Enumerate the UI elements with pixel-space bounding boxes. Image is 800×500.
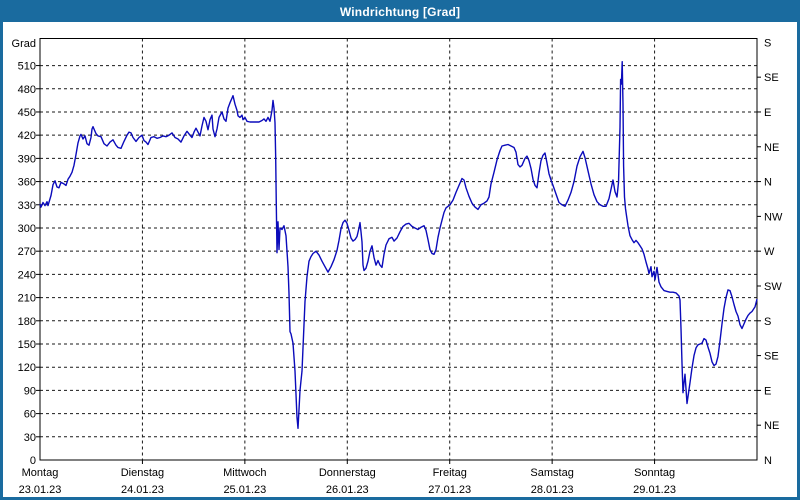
date-label: 29.01.23: [633, 484, 676, 496]
y-tick-label: 450: [18, 107, 36, 119]
weekday-label: Montag: [22, 467, 59, 479]
date-label: 23.01.23: [19, 484, 62, 496]
y-axis-unit-label: Grad: [12, 38, 36, 50]
axis-ticks: [36, 65, 761, 464]
date-label: 25.01.23: [223, 484, 266, 496]
weekday-label: Mittwoch: [223, 467, 266, 479]
y-tick-label: 300: [18, 223, 36, 235]
compass-label: NE: [764, 420, 779, 432]
compass-label: E: [764, 107, 771, 119]
compass-label: E: [764, 385, 771, 397]
weekday-label: Samstag: [530, 467, 573, 479]
date-label: 24.01.23: [121, 484, 164, 496]
right-axis-labels: N NE E SE S SW W NW N NE E SE S: [764, 37, 783, 467]
compass-label: N: [764, 177, 772, 189]
y-tick-label: 240: [18, 269, 36, 281]
weekday-label: Donnerstag: [319, 467, 376, 479]
y-tick-label: 360: [18, 177, 36, 189]
y-tick-label: 330: [18, 200, 36, 212]
compass-label: NE: [764, 142, 779, 154]
y-tick-label: 60: [24, 409, 36, 421]
wind-direction-chart: 0 30 60 90 120 150 180 210 240 270 300 330 360 390 420…: [12, 37, 783, 496]
y-tick-label: 390: [18, 153, 36, 165]
chart-area: 0 30 60 90 120 150 180 210 240 270 300 330 360 390 420…: [3, 22, 797, 497]
window-titlebar: Windrichtung [Grad]: [3, 3, 797, 22]
date-label: 27.01.23: [428, 484, 471, 496]
y-tick-label: 90: [24, 385, 36, 397]
date-label: 28.01.23: [531, 484, 574, 496]
window-title: Windrichtung [Grad]: [339, 5, 461, 19]
y-tick-label: 510: [18, 61, 36, 73]
y-tick-label: 120: [18, 362, 36, 374]
weekday-label: Freitag: [433, 467, 467, 479]
x-axis-labels: Montag 23.01.23 Dienstag 24.01.23 Mittwoch 25…: [19, 467, 676, 496]
y-tick-label: 420: [18, 130, 36, 142]
y-tick-label: 270: [18, 246, 36, 258]
weekday-label: Dienstag: [121, 467, 164, 479]
compass-label: SW: [764, 281, 782, 293]
compass-label: SE: [764, 72, 779, 84]
compass-label: SE: [764, 351, 779, 363]
y-tick-label: 150: [18, 339, 36, 351]
compass-label: NW: [764, 211, 783, 223]
compass-label: S: [764, 37, 771, 49]
y-axis-tick-labels: 0 30 60 90 120 150 180 210 240 270 300 330 360 390 420…: [18, 61, 36, 467]
date-label: 26.01.23: [326, 484, 369, 496]
y-tick-label: 180: [18, 316, 36, 328]
y-tick-label: 0: [30, 455, 36, 467]
compass-label: S: [764, 316, 771, 328]
y-tick-label: 480: [18, 84, 36, 96]
y-tick-label: 30: [24, 432, 36, 444]
y-tick-label: 210: [18, 293, 36, 305]
plot-frame: [39, 38, 758, 461]
wind-direction-line: [39, 61, 758, 429]
compass-label: N: [764, 455, 772, 467]
compass-label: W: [764, 246, 775, 258]
gridlines: [40, 38, 757, 460]
weekday-label: Sonntag: [634, 467, 675, 479]
